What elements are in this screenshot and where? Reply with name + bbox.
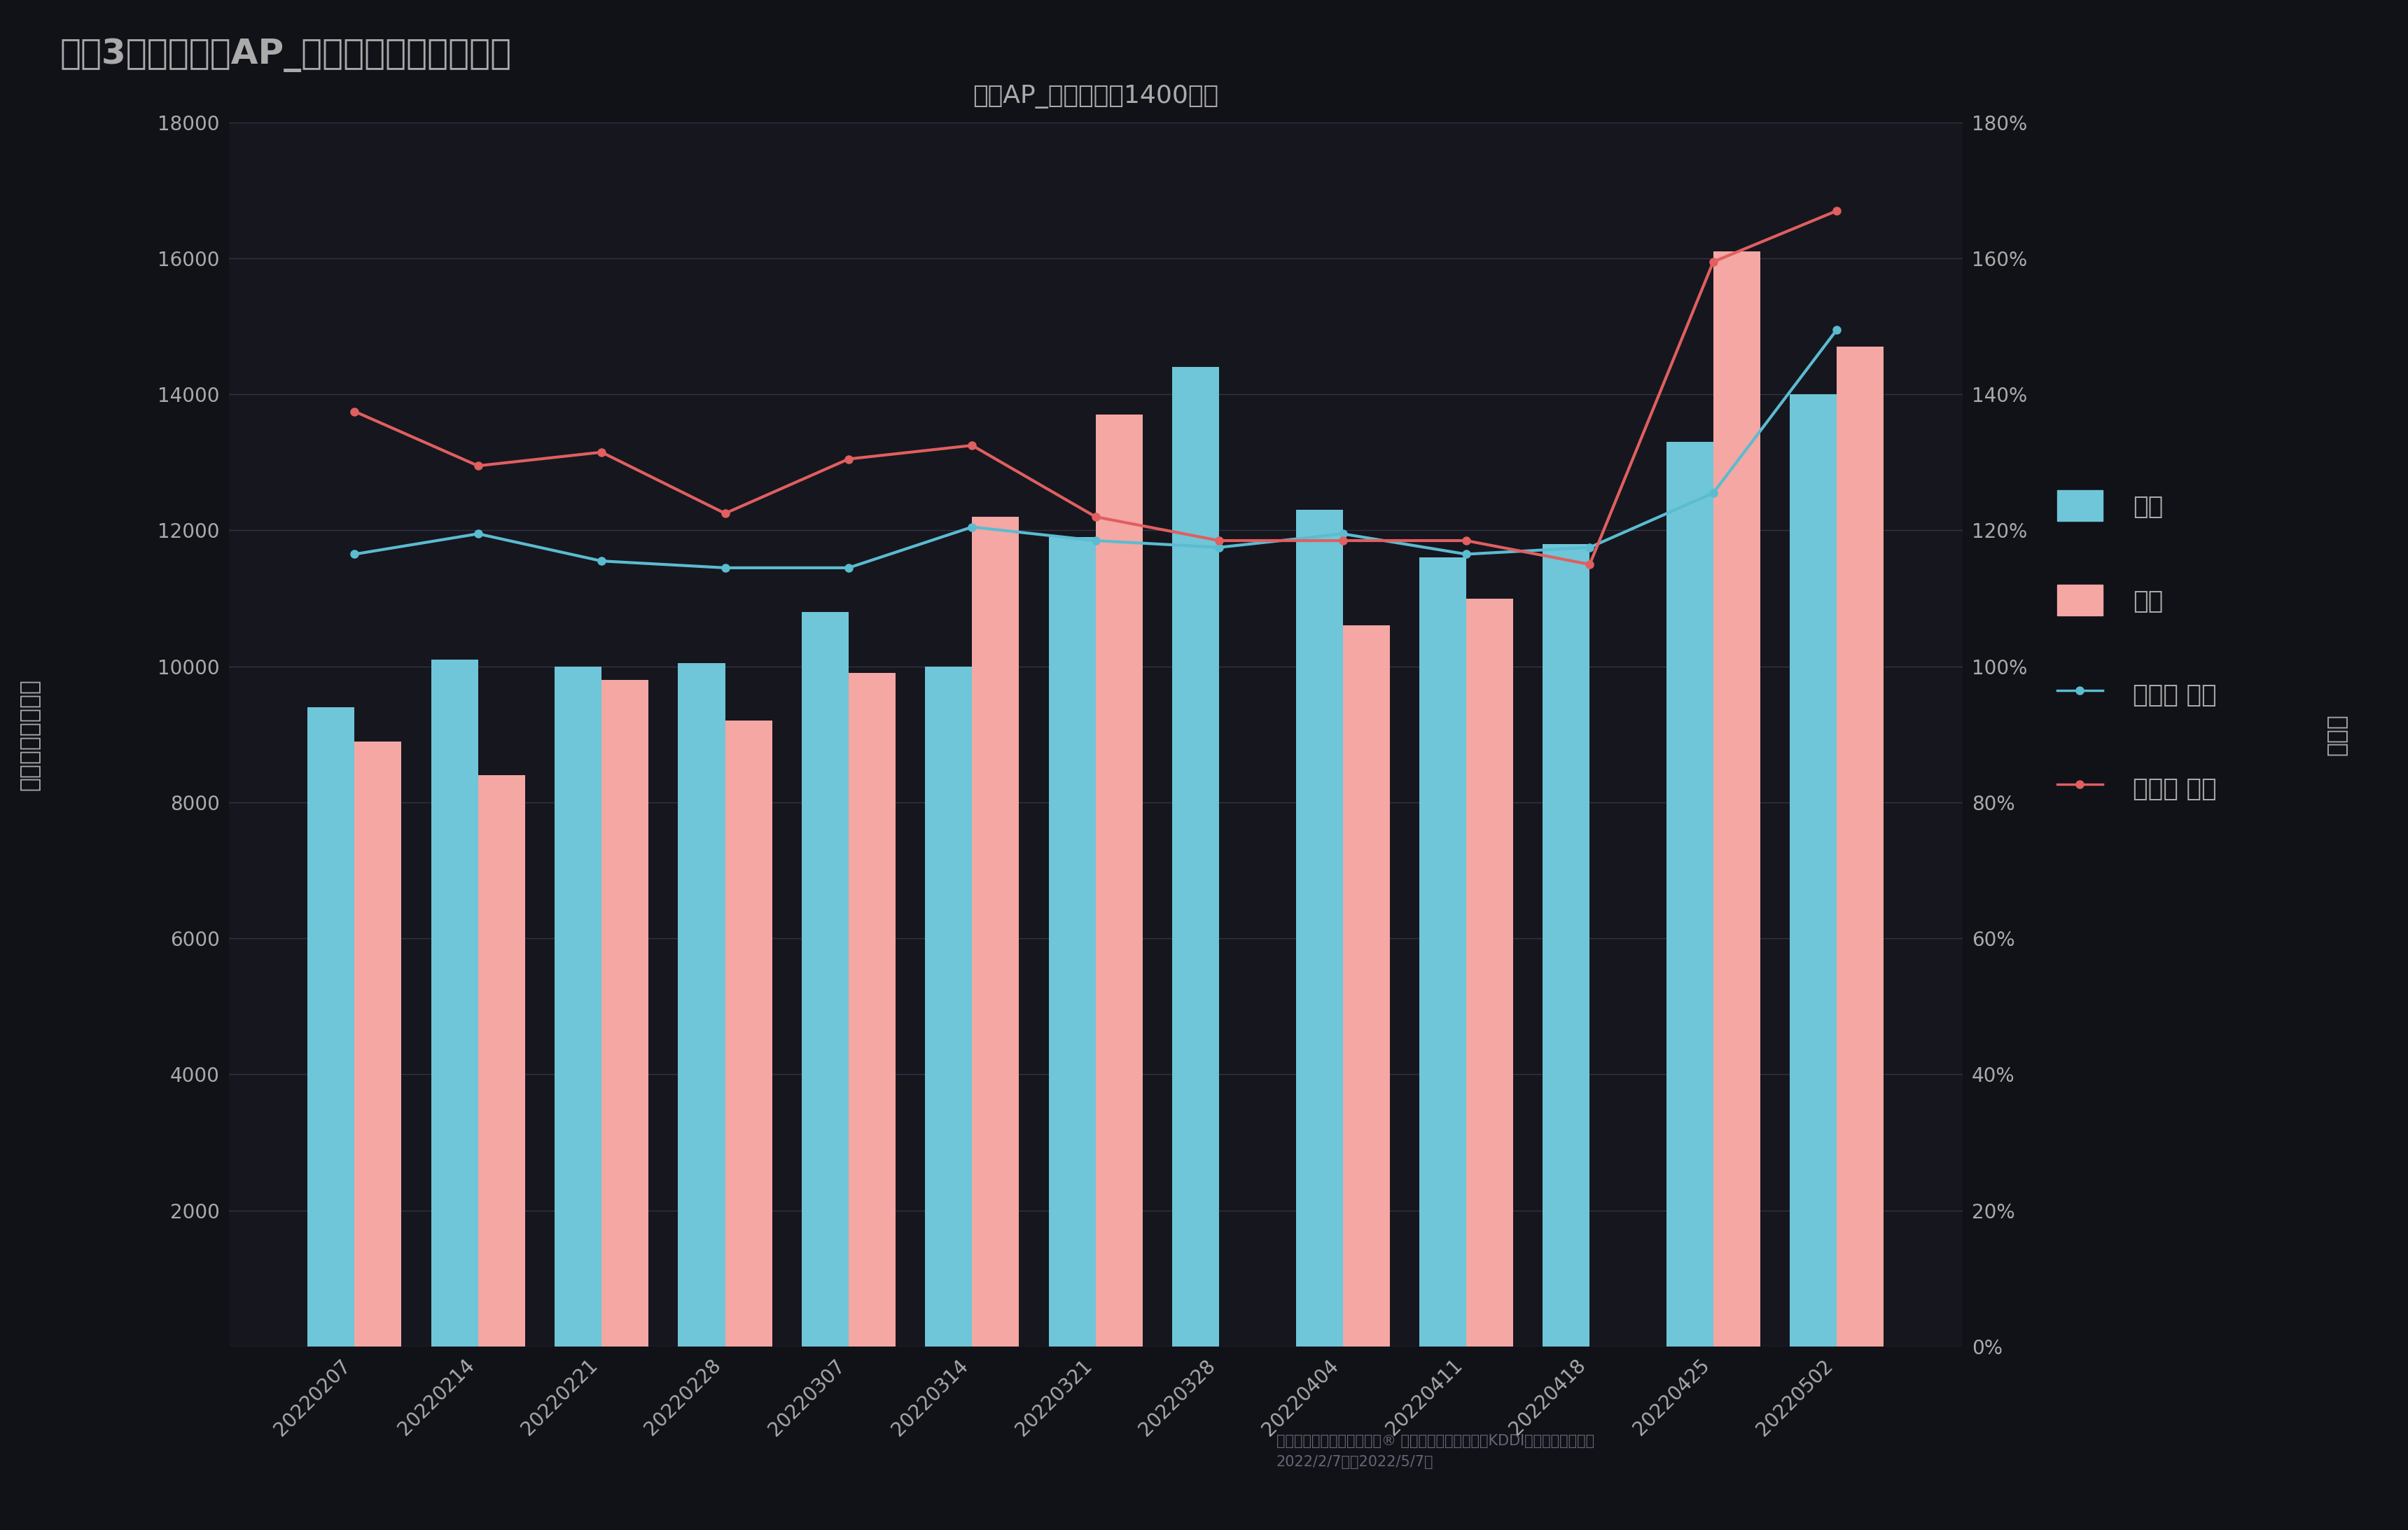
Bar [308, 707, 354, 1346]
Title: 羽田AP_国内線　　1400時台: 羽田AP_国内線 1400時台 [973, 84, 1218, 109]
Bar [1666, 442, 1712, 1346]
Bar [479, 776, 525, 1346]
Bar [1050, 537, 1096, 1346]
Bar [1544, 545, 1589, 1346]
Bar [725, 721, 773, 1346]
Bar [554, 667, 602, 1346]
Bar [1173, 367, 1218, 1346]
Bar [679, 662, 725, 1346]
Bar [1418, 557, 1466, 1346]
Bar [1096, 415, 1141, 1346]
Text: データ：モバイル空間統計® 在圏人口の所報統計（KDDIが提供したもの）
2022/2/7週〜2022/5/7週: データ：モバイル空間統計® 在圏人口の所報統計（KDDIが提供したもの） 202… [1276, 1434, 1594, 1469]
Bar [1837, 347, 1883, 1346]
Text: 滞在者人口（人）: 滞在者人口（人） [17, 678, 41, 791]
Bar [1789, 395, 1837, 1346]
Bar [354, 741, 402, 1346]
Bar [925, 667, 973, 1346]
Bar [431, 659, 479, 1346]
Bar [602, 679, 648, 1346]
Text: 直近3ヶ月の羽田AP_国内線周辺の人口推移: 直近3ヶ月の羽田AP_国内線周辺の人口推移 [60, 38, 513, 72]
Bar [1466, 598, 1512, 1346]
Bar [1344, 626, 1389, 1346]
Text: 前年比: 前年比 [2324, 713, 2348, 756]
Bar [1712, 251, 1760, 1346]
Bar [848, 673, 896, 1346]
Bar [973, 517, 1019, 1346]
Bar [802, 612, 848, 1346]
Bar [1296, 509, 1344, 1346]
Legend: 平日, 休日, 前年比 平日, 前年比 休日: 平日, 休日, 前年比 平日, 前年比 休日 [2044, 477, 2230, 815]
